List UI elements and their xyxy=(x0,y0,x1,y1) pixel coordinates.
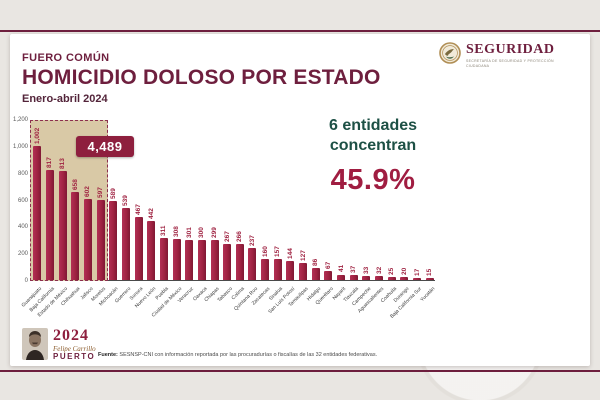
bar-value-label: 266 xyxy=(236,231,244,243)
bar xyxy=(425,278,434,280)
bar xyxy=(58,170,67,280)
bar-value-label: 32 xyxy=(375,266,383,274)
bar-value-label: 237 xyxy=(248,235,256,247)
bar-value-label: 17 xyxy=(413,268,421,276)
bar-value-label: 67 xyxy=(324,261,332,269)
bar xyxy=(71,191,80,280)
header-period: Enero-abril 2024 xyxy=(22,93,108,105)
bar xyxy=(299,262,308,280)
bar xyxy=(248,248,257,280)
bottom-divider xyxy=(0,370,600,372)
bar xyxy=(349,275,358,280)
callout-percentage: 45.9% xyxy=(330,164,416,196)
bar xyxy=(109,200,118,280)
brand-2024: 2024 Felipe Carrillo PUERTO xyxy=(22,327,96,365)
bar xyxy=(400,277,409,280)
callout-line1: 6 entidades xyxy=(328,117,418,134)
seguridad-subtitle: SECRETARÍA DE SEGURIDAD Y PROTECCIÓN CIU… xyxy=(466,59,554,68)
bar-value-label: 15 xyxy=(426,268,434,276)
bar xyxy=(324,271,333,280)
total-badge: 4,489 xyxy=(76,136,134,157)
bar-value-label: 442 xyxy=(147,207,155,219)
bar-value-label: 817 xyxy=(46,157,54,169)
bar xyxy=(311,268,320,280)
source-text: SESNSP-CNI con información reportada por… xyxy=(117,352,378,358)
bar-value-label: 86 xyxy=(312,259,320,267)
y-axis-tick-label: 1,000 xyxy=(12,143,28,150)
bar xyxy=(134,217,143,280)
brand-name-line1: Felipe Carrillo xyxy=(53,344,96,353)
bar-value-label: 144 xyxy=(286,247,294,259)
header-kicker: FUERO COMÚN xyxy=(22,52,110,64)
bar xyxy=(210,239,219,280)
top-divider xyxy=(0,30,600,32)
page-title: HOMICIDIO DOLOSO POR ESTADO xyxy=(22,66,381,89)
bar-value-label: 41 xyxy=(337,265,345,273)
bar-value-label: 658 xyxy=(71,178,79,190)
bar xyxy=(185,239,194,280)
bar-value-label: 813 xyxy=(59,158,67,169)
bar-value-label: 589 xyxy=(109,188,117,199)
bar xyxy=(286,260,295,280)
bar-value-label: 467 xyxy=(135,204,143,216)
bar xyxy=(235,244,244,280)
bar xyxy=(362,275,371,280)
seguridad-logo: SEGURIDAD SECRETARÍA DE SEGURIDAD Y PROT… xyxy=(439,42,576,69)
bar-value-label: 20 xyxy=(400,268,408,276)
bar xyxy=(33,145,42,280)
bar xyxy=(387,276,396,280)
bar-value-label: 539 xyxy=(122,194,130,206)
y-axis-tick-label: 800 xyxy=(17,170,28,177)
bar-value-label: 267 xyxy=(223,231,231,243)
bar-value-label: 308 xyxy=(173,225,181,237)
bar-value-label: 157 xyxy=(274,246,282,257)
eagle-seal-icon xyxy=(439,42,461,69)
bar xyxy=(413,277,422,280)
brand-name-line2: PUERTO xyxy=(53,352,96,362)
seguridad-wordmark-block: SEGURIDAD SECRETARÍA DE SEGURIDAD Y PROT… xyxy=(466,42,576,68)
bar xyxy=(121,207,130,280)
source-note: Fuente: SESNSP-CNI con información repor… xyxy=(98,352,568,358)
bar xyxy=(172,238,181,280)
bar xyxy=(273,258,282,280)
seguridad-wordmark: SEGURIDAD xyxy=(466,42,555,57)
bar-value-label: 299 xyxy=(211,227,219,238)
bar xyxy=(147,220,156,280)
bar xyxy=(197,239,206,280)
bar xyxy=(337,274,346,280)
bar-value-label: 127 xyxy=(299,250,307,261)
y-axis-tick-label: 600 xyxy=(17,197,28,204)
bar xyxy=(375,275,384,280)
bar-value-label: 597 xyxy=(97,187,105,198)
bar-value-label: 160 xyxy=(261,245,269,257)
bar xyxy=(159,238,168,280)
y-axis-tick-label: 200 xyxy=(17,251,28,258)
bar-value-label: 25 xyxy=(388,267,396,275)
bar-value-label: 33 xyxy=(362,266,370,274)
felipe-carrillo-portrait xyxy=(22,328,48,365)
source-label: Fuente: xyxy=(98,352,118,358)
bar-value-label: 1,002 xyxy=(33,127,41,144)
bar xyxy=(96,199,105,280)
y-axis-tick-label: 0 xyxy=(24,278,28,284)
bar-value-label: 311 xyxy=(160,225,168,237)
brand-year: 2024 xyxy=(53,327,89,344)
header: FUERO COMÚN HOMICIDIO DOLOSO POR ESTADO … xyxy=(22,52,381,105)
bar-value-label: 602 xyxy=(84,186,92,198)
y-axis-tick-label: 1,200 xyxy=(12,117,28,123)
bar-value-label: 300 xyxy=(198,226,206,238)
brand-text: 2024 Felipe Carrillo PUERTO xyxy=(53,327,96,362)
report-card: FUERO COMÚN HOMICIDIO DOLOSO POR ESTADO … xyxy=(10,34,590,366)
bar xyxy=(45,170,54,280)
bar-value-label: 301 xyxy=(185,226,193,238)
bar xyxy=(83,199,92,280)
highlight-callout: 6 entidades concentran 45.9% xyxy=(288,116,458,197)
callout-line2: concentran xyxy=(329,137,417,154)
bar-value-label: 37 xyxy=(350,265,358,274)
y-axis-tick-label: 400 xyxy=(17,224,28,231)
bar xyxy=(223,244,232,280)
bar xyxy=(261,258,270,280)
plot-area: 0 200 400 600 800 1,000 1,200 1,002 Guanajuato 81… xyxy=(13,117,436,320)
